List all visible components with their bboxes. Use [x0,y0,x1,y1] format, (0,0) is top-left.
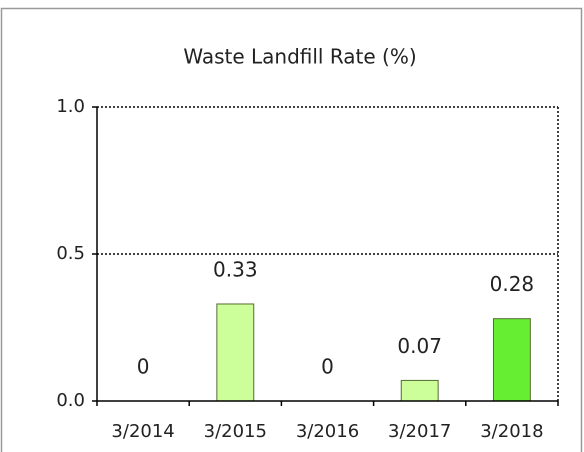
chart-title: Waste Landfill Rate (%) [183,45,416,69]
chart-frame [0,7,583,452]
data-label: 0 [137,355,150,379]
y-tick-label: 0.5 [56,243,85,264]
data-label: 0.33 [213,257,258,281]
bar [492,318,531,402]
bar [216,303,255,402]
x-tick-label: 3/2017 [388,421,451,442]
x-tick-label: 3/2014 [111,421,174,442]
x-tick-label: 3/2015 [204,421,267,442]
y-tick-label: 0.0 [56,390,85,411]
data-label: 0.07 [397,334,442,358]
x-tick-label: 3/2018 [480,421,543,442]
data-label: 0 [321,355,334,379]
y-tick-label: 1.0 [56,96,85,117]
bar [400,379,439,402]
x-tick-label: 3/2016 [296,421,359,442]
data-label: 0.28 [490,272,535,296]
